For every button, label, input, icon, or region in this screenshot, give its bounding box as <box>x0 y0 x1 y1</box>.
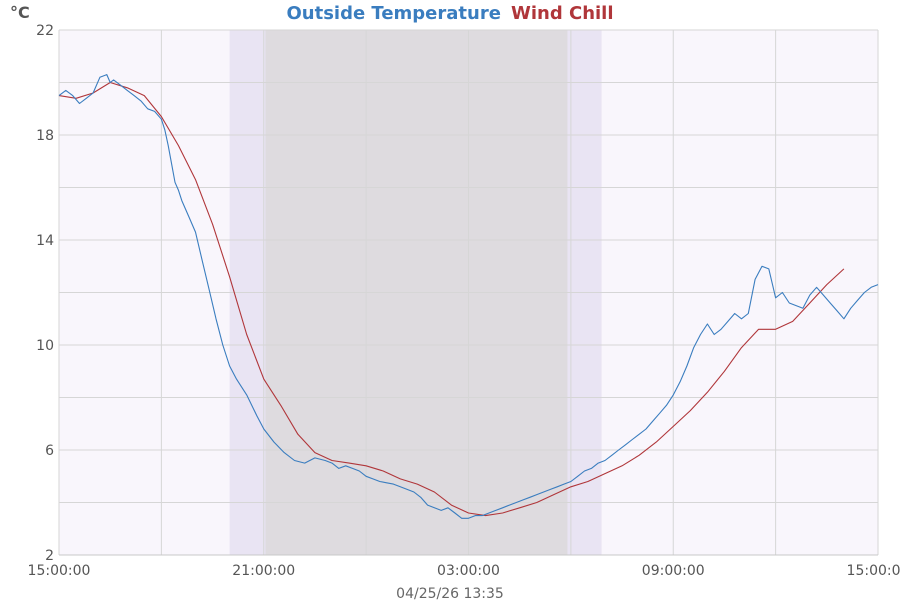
y-tick-label: 22 <box>36 23 54 39</box>
x-tick-label: 03:00:00 <box>437 563 500 579</box>
grid <box>58 29 879 556</box>
y-tick-label: 2 <box>45 548 54 564</box>
x-tick-label: 09:00:00 <box>642 563 705 579</box>
title-temperature: Outside Temperature <box>286 3 500 24</box>
outside-temperature-line <box>58 74 879 519</box>
title-wind-chill: Wind Chill <box>511 3 614 24</box>
axis-ticks: 2 6 10 14 18 22 15:00:00 21:00:00 03:00:00 09:00:… <box>28 23 900 579</box>
y-tick-label: 18 <box>36 128 54 144</box>
y-tick-label: 14 <box>36 233 54 249</box>
y-axis-unit: °C <box>10 3 30 22</box>
x-tick-label: 15:00:00 <box>28 563 91 579</box>
y-tick-label: 10 <box>36 338 54 354</box>
x-tick-label: 15:00:00 <box>847 563 900 579</box>
series-lines <box>58 74 879 519</box>
x-tick-label: 21:00:00 <box>232 563 295 579</box>
timestamp: 04/25/26 13:35 <box>396 586 504 600</box>
y-tick-label: 6 <box>45 443 54 459</box>
wind-chill-line <box>58 81 845 517</box>
chart-title: Outside Temperature Wind Chill <box>286 3 613 24</box>
